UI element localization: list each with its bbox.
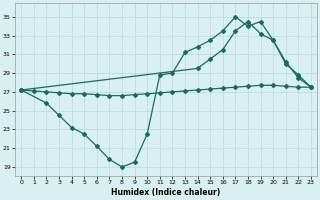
X-axis label: Humidex (Indice chaleur): Humidex (Indice chaleur) [111,188,221,197]
